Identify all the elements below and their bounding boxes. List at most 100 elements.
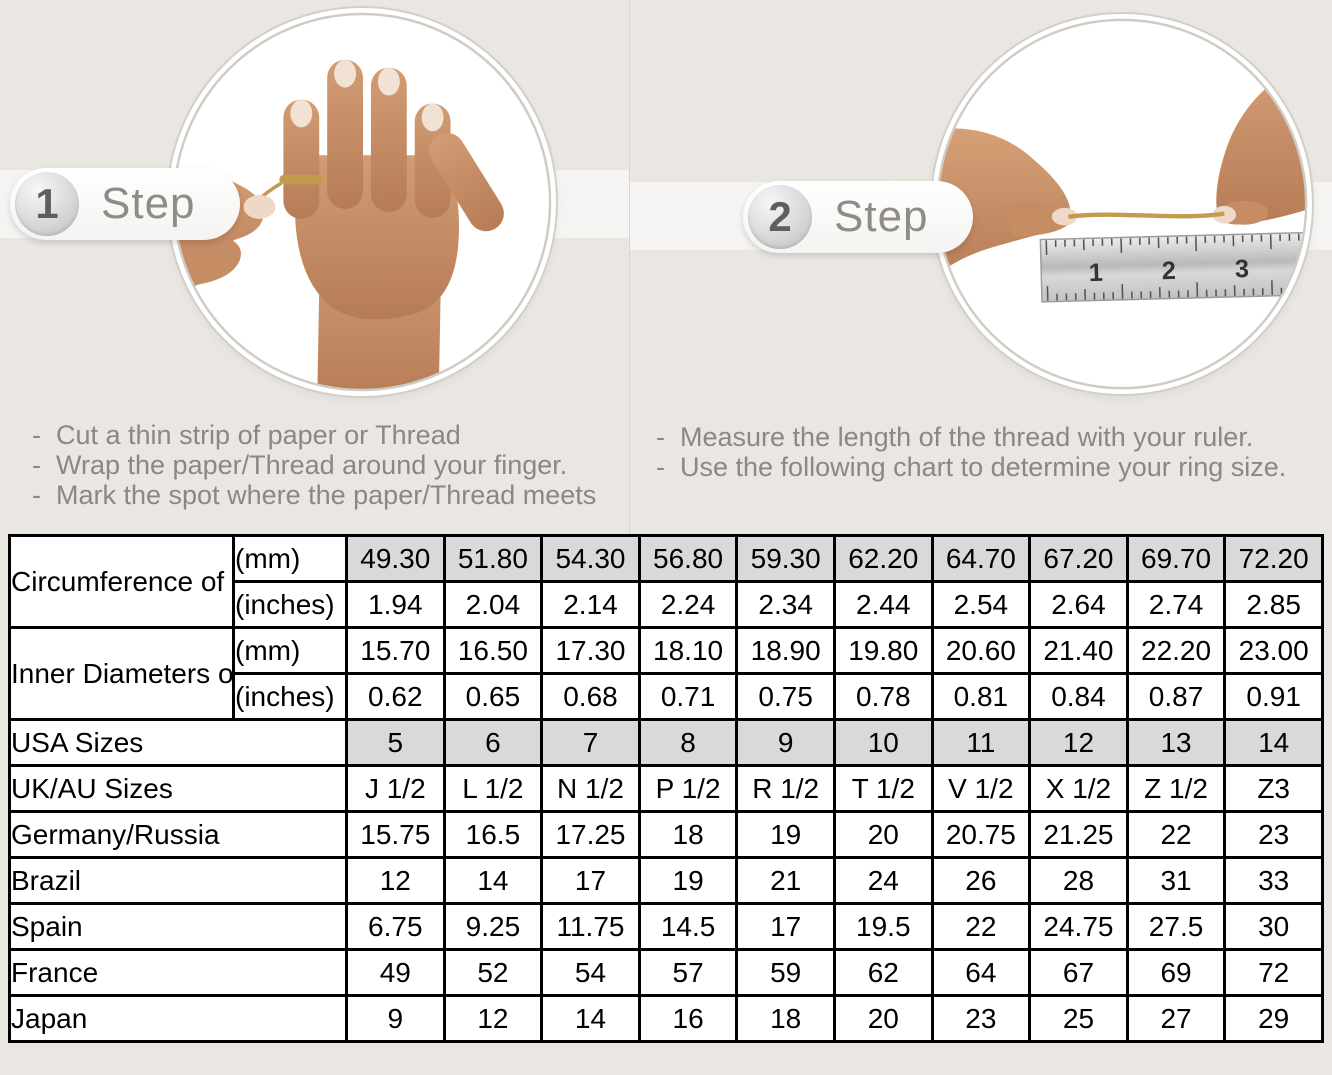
size-cell: 14 — [442, 856, 544, 905]
size-cell: 7 — [540, 718, 641, 767]
row-label: France — [8, 948, 348, 997]
size-cell: 11 — [930, 718, 1032, 767]
ring-size-table: Circumference of Your Finger(mm)49.3051.… — [8, 534, 1324, 1043]
size-cell: 49 — [345, 948, 446, 997]
size-cell: 6.75 — [345, 902, 446, 951]
size-cell: 17.25 — [540, 810, 641, 859]
size-cell: 2.04 — [442, 580, 544, 629]
size-cell: 2.14 — [540, 580, 641, 629]
size-cell: 0.87 — [1125, 672, 1227, 721]
size-cell: 21.40 — [1028, 626, 1129, 675]
ruler-number: 3 — [1235, 255, 1250, 283]
row-label: Germany/Russia — [8, 810, 348, 859]
ring-size-table-section: Circumference of Your Finger(mm)49.3051.… — [8, 534, 1324, 1043]
step-2-panel: 1 2 3 2 Step - Measure the length of the… — [630, 0, 1332, 534]
instruction-item: - Use the following chart to determine y… — [656, 452, 1326, 482]
size-cell: 23.00 — [1223, 626, 1324, 675]
table-row: UK/AU Sizes J 1/2 L 1/2 N 1/2 P 1/2 R 1/2 T 1/… — [8, 764, 1324, 813]
row-label: Japan — [8, 994, 348, 1043]
step-number: 2 — [748, 185, 812, 249]
size-cell: 24 — [832, 856, 934, 905]
size-cell: 0.78 — [832, 672, 934, 721]
size-cell: 33 — [1223, 856, 1324, 905]
table-row: USA Sizes 5 6 7 8 9 10 11 12 13 14 — [8, 718, 1324, 767]
step-1-badge: 1 Step — [10, 168, 240, 240]
size-cell: 20.75 — [930, 810, 1032, 859]
size-cell: Z 1/2 — [1125, 764, 1227, 813]
size-cell: 0.91 — [1223, 672, 1324, 721]
size-cell: 18 — [637, 810, 739, 859]
size-cell: 0.68 — [540, 672, 641, 721]
size-cell: 67.20 — [1028, 534, 1129, 583]
size-cell: 0.62 — [345, 672, 446, 721]
size-cell: 29 — [1223, 994, 1324, 1043]
size-cell: 27.5 — [1125, 902, 1227, 951]
size-cell: 52 — [442, 948, 544, 997]
size-cell: 21 — [735, 856, 836, 905]
size-cell: 62 — [832, 948, 934, 997]
instructions-section: 1 Step - Cut a thin strip of paper or Th… — [0, 0, 1332, 534]
instruction-item: - Measure the length of the thread with … — [656, 422, 1326, 452]
size-cell: P 1/2 — [637, 764, 739, 813]
row-label: Brazil — [8, 856, 348, 905]
size-cell: 0.65 — [442, 672, 544, 721]
size-cell: 19.5 — [832, 902, 934, 951]
size-cell: 16 — [637, 994, 739, 1043]
size-cell: 26 — [930, 856, 1032, 905]
table-row: Spain 6.75 9.25 11.75 14.5 17 19.5 22 24.75 27.5 3… — [8, 902, 1324, 951]
ruler-photo-illustration: 1 2 3 — [936, 18, 1308, 390]
unit-label: (mm) — [232, 626, 348, 675]
size-cell: 14 — [1223, 718, 1324, 767]
size-cell: 54 — [540, 948, 641, 997]
size-cell: 28 — [1028, 856, 1129, 905]
size-cell: R 1/2 — [735, 764, 836, 813]
size-cell: 64 — [930, 948, 1032, 997]
instruction-text: Mark the spot where the paper/Thread mee… — [56, 480, 597, 510]
size-cell: 9.25 — [442, 902, 544, 951]
size-cell: 27 — [1125, 994, 1227, 1043]
table-row: (inches) 1.94 2.04 2.14 2.24 2.34 2.44 2.54 2.64… — [10, 580, 1324, 629]
size-cell: 9 — [735, 718, 836, 767]
size-cell: 31 — [1125, 856, 1227, 905]
size-cell: 17 — [540, 856, 641, 905]
table-row: France 49 52 54 57 59 62 64 67 69 72 — [8, 948, 1324, 997]
instruction-text: Cut a thin strip of paper or Thread — [56, 420, 461, 450]
bullet-dash: - — [656, 452, 665, 482]
row-label: USA Sizes — [8, 718, 348, 767]
size-cell: 18.90 — [735, 626, 836, 675]
size-cell: 16.50 — [442, 626, 544, 675]
size-cell: 51.80 — [442, 534, 544, 583]
size-cell: 0.75 — [735, 672, 836, 721]
instruction-text: Measure the length of the thread with yo… — [680, 422, 1254, 452]
bullet-dash: - — [32, 420, 41, 450]
size-cell: 18 — [735, 994, 836, 1043]
size-cell: 54.30 — [540, 534, 641, 583]
size-cell: 2.44 — [832, 580, 934, 629]
size-cell: 20 — [832, 810, 934, 859]
size-cell: 64.70 — [930, 534, 1032, 583]
size-cell: 20 — [832, 994, 934, 1043]
ruler-ticks-bottom — [1046, 280, 1302, 301]
instruction-text: Wrap the paper/Thread around your finger… — [56, 450, 568, 480]
step-number: 1 — [15, 172, 79, 236]
size-cell: 19 — [637, 856, 739, 905]
instruction-item: - Mark the spot where the paper/Thread m… — [32, 480, 622, 510]
step-label: Step — [834, 192, 929, 241]
size-cell: 2.74 — [1125, 580, 1227, 629]
size-cell: T 1/2 — [832, 764, 934, 813]
size-cell: 2.64 — [1028, 580, 1129, 629]
size-cell: 23 — [1223, 810, 1324, 859]
step-1-panel: 1 Step - Cut a thin strip of paper or Th… — [0, 0, 630, 534]
row-label: UK/AU Sizes — [8, 764, 348, 813]
size-cell: 56.80 — [637, 534, 739, 583]
instruction-item: - Wrap the paper/Thread around your fing… — [32, 450, 622, 480]
ruler-number: 1 — [1088, 259, 1103, 287]
size-cell: 57 — [637, 948, 739, 997]
size-cell: 22 — [930, 902, 1032, 951]
size-cell: 49.30 — [345, 534, 446, 583]
size-cell: 12 — [442, 994, 544, 1043]
size-cell: 1.94 — [345, 580, 446, 629]
ring-size-table-body: Circumference of Your Finger(mm)49.3051.… — [8, 534, 1324, 1043]
size-cell: 12 — [345, 856, 446, 905]
size-cell: 22 — [1125, 810, 1227, 859]
